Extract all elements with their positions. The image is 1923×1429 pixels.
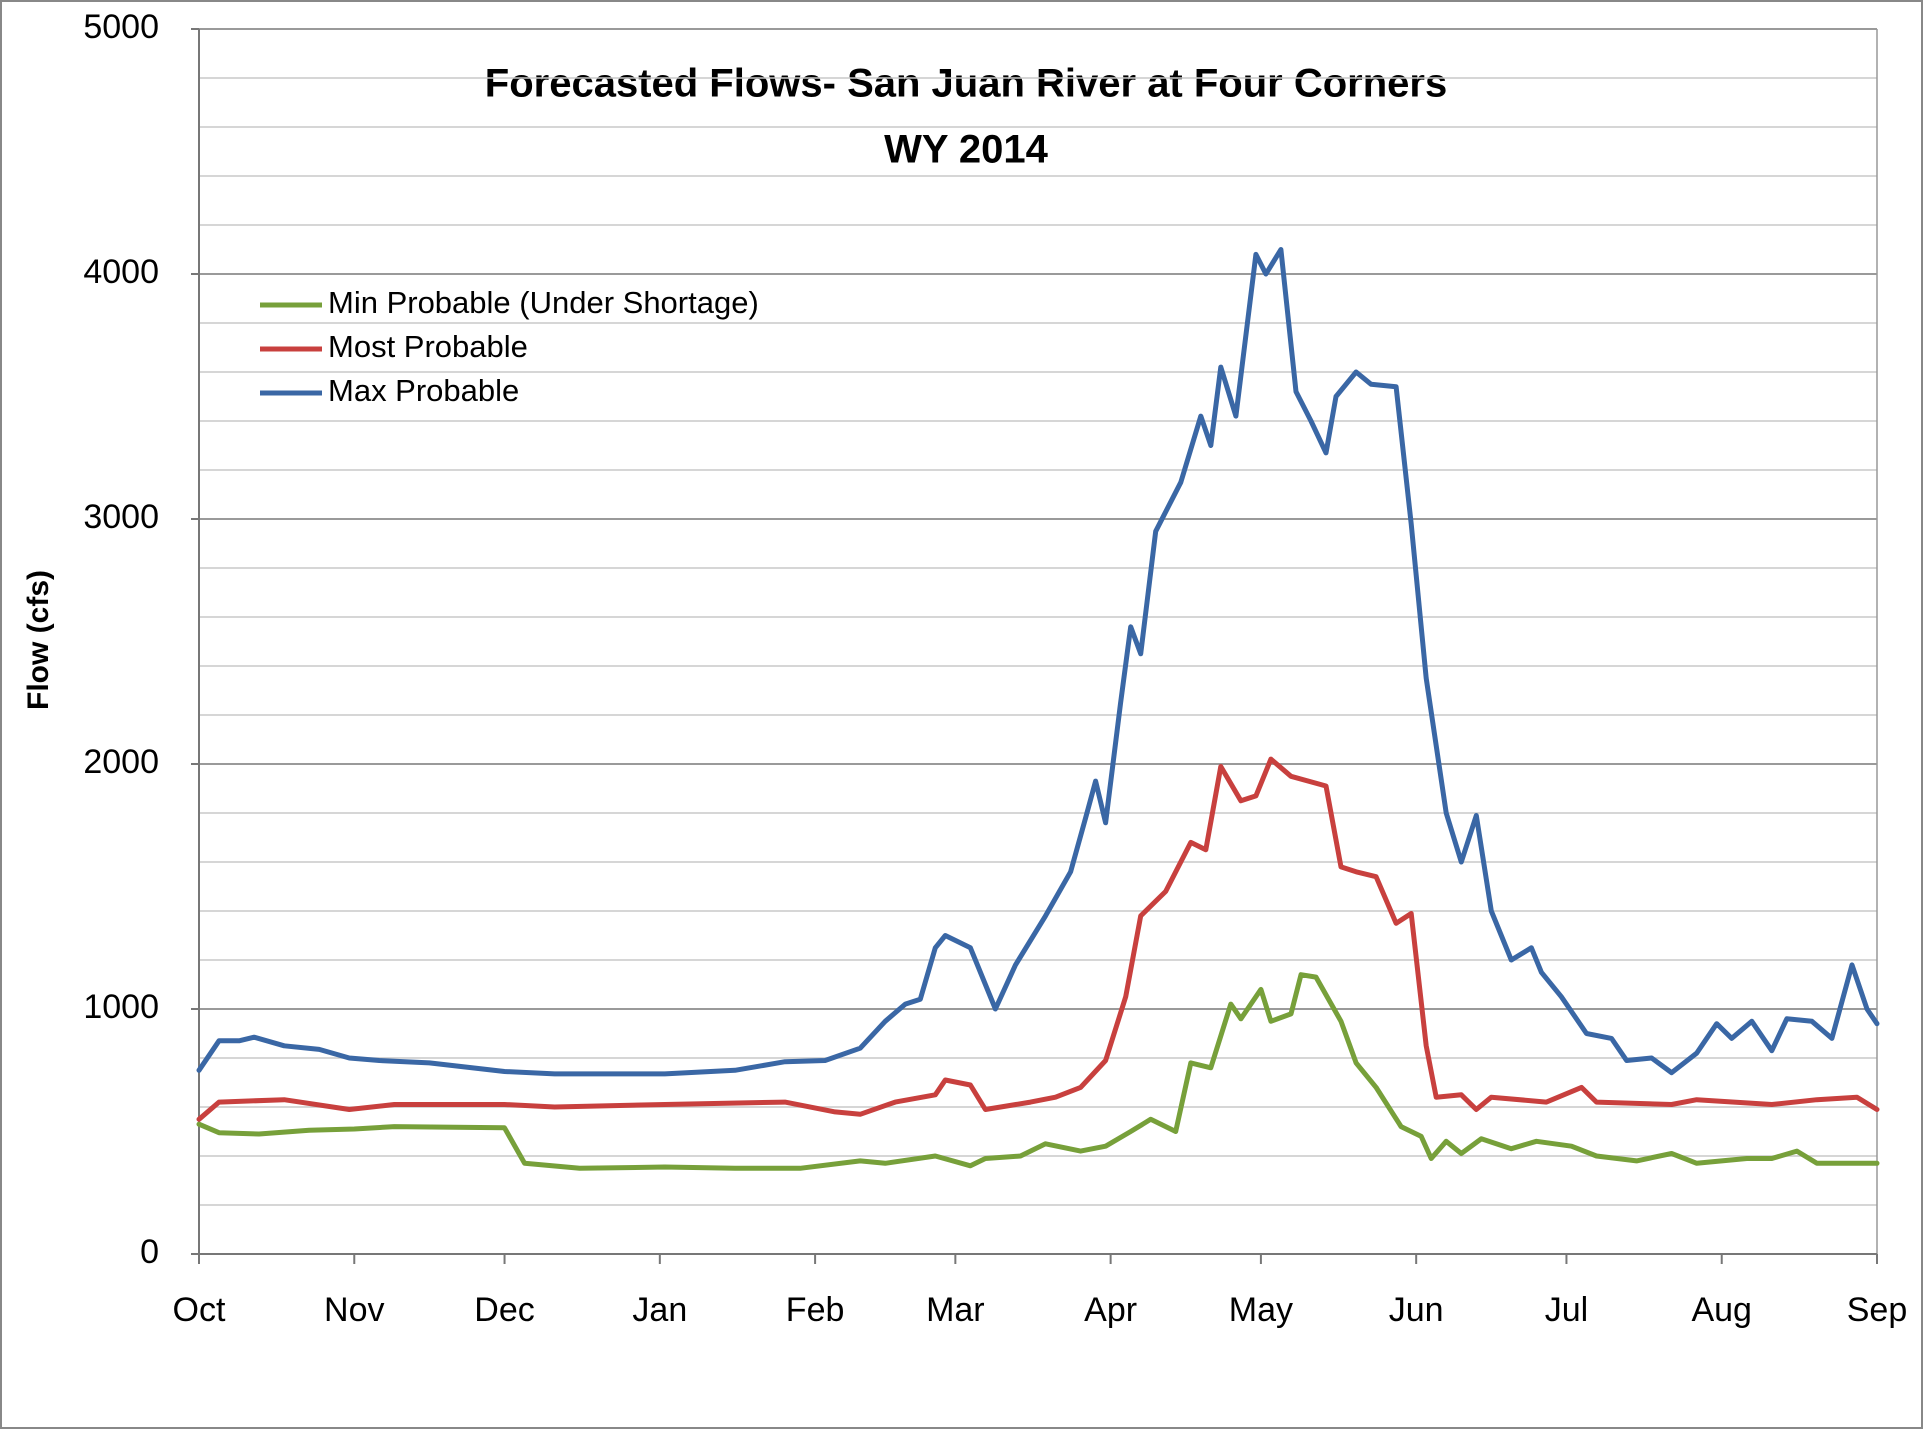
y-tick-label: 5000	[83, 8, 159, 46]
y-tick-label: 3000	[83, 498, 159, 536]
y-tick-label: 4000	[83, 253, 159, 291]
x-tick-label: Nov	[324, 1291, 384, 1329]
x-tick-label: Aug	[1691, 1291, 1752, 1329]
legend-label: Most Probable	[328, 329, 528, 364]
legend-label: Min Probable (Under Shortage)	[328, 285, 759, 320]
series-line	[196, 972, 1880, 1171]
legend-label: Max Probable	[328, 373, 519, 408]
x-tick-label: Jul	[1545, 1291, 1588, 1329]
x-tick-label: Dec	[474, 1291, 534, 1329]
x-tick-label: Apr	[1084, 1291, 1137, 1329]
series-line	[196, 756, 1880, 1122]
chart-title: Forecasted Flows- San Juan River at Four…	[485, 62, 1447, 106]
x-tick-label: Mar	[926, 1291, 985, 1329]
x-tick-label: Jan	[632, 1291, 687, 1329]
y-tick-label: 2000	[83, 743, 159, 781]
y-axis-label: Flow (cfs)	[22, 570, 55, 710]
x-tick-label: May	[1229, 1291, 1293, 1329]
y-tick-label: 1000	[83, 988, 159, 1026]
x-tick-label: Feb	[786, 1291, 845, 1329]
x-tick-label: Oct	[173, 1291, 226, 1329]
series-line	[196, 247, 1880, 1077]
y-tick-label: 0	[140, 1233, 159, 1271]
x-tick-label: Sep	[1847, 1291, 1908, 1329]
chart-title: WY 2014	[884, 128, 1049, 172]
x-tick-label: Jun	[1389, 1291, 1444, 1329]
